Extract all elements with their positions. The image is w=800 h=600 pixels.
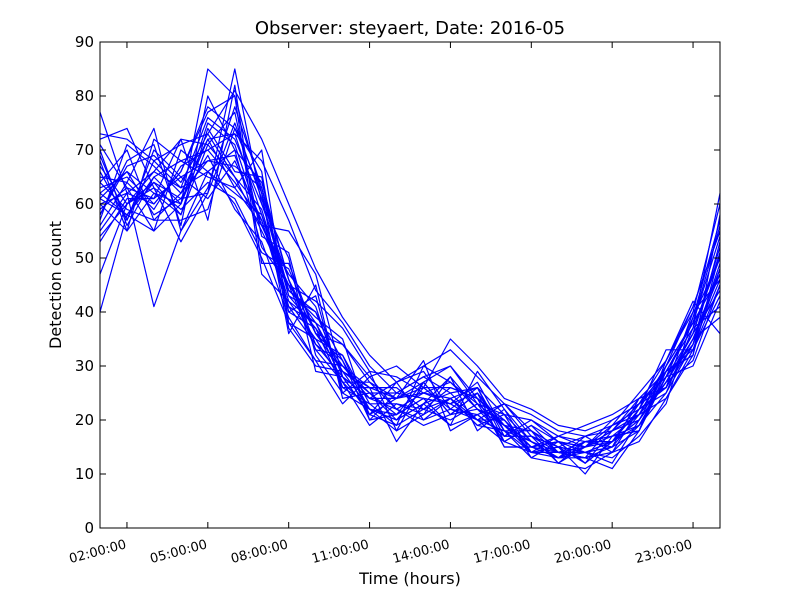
series-line-20 bbox=[99, 165, 721, 448]
y-tick-label: 90 bbox=[75, 33, 94, 51]
series-line-29 bbox=[99, 144, 721, 437]
series-line-26 bbox=[99, 133, 721, 448]
series-line-28 bbox=[99, 89, 721, 437]
series-line-19 bbox=[99, 133, 721, 453]
series-line-15 bbox=[99, 122, 721, 448]
plot-frame bbox=[99, 41, 721, 529]
y-tick-label: 80 bbox=[75, 87, 94, 105]
y-tick-label: 60 bbox=[75, 195, 94, 213]
y-tick-label: 40 bbox=[75, 303, 94, 321]
y-tick-label: 30 bbox=[75, 357, 94, 375]
y-tick-label: 10 bbox=[75, 465, 94, 483]
y-tick-label: 0 bbox=[84, 519, 94, 537]
series-line-25 bbox=[99, 149, 721, 459]
y-tick-label: 70 bbox=[75, 141, 94, 159]
series-line-6 bbox=[99, 68, 721, 459]
series-line-12 bbox=[99, 154, 721, 464]
series-group bbox=[99, 68, 721, 475]
series-line-24 bbox=[99, 149, 721, 453]
y-axis: 0 10 20 30 40 50 60 70 80 90 bbox=[75, 33, 720, 537]
chart-title: Observer: steyaert, Date: 2016-05 bbox=[255, 18, 565, 39]
series-line-14 bbox=[99, 149, 721, 459]
y-axis-label: Detection count bbox=[46, 221, 65, 349]
series-line-23 bbox=[99, 122, 721, 459]
series-line-27 bbox=[99, 144, 721, 432]
x-axis-label: Time (hours) bbox=[358, 569, 461, 588]
y-tick-label: 20 bbox=[75, 411, 94, 429]
y-tick-label: 50 bbox=[75, 249, 94, 267]
